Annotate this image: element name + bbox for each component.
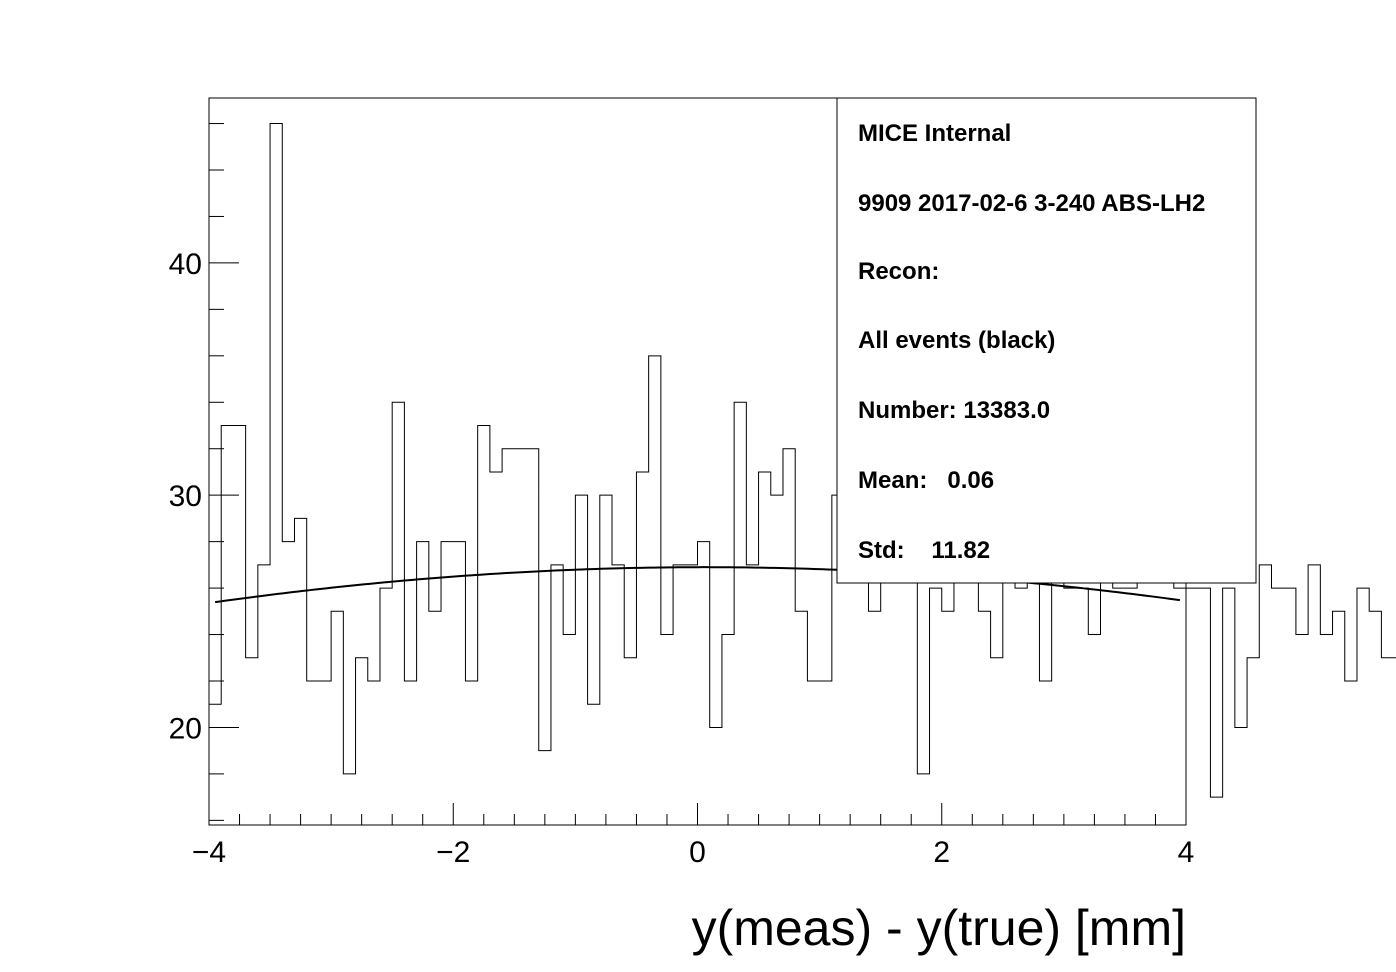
- x-tick-label: 4: [1178, 836, 1195, 869]
- x-tick-label: 2: [933, 836, 950, 869]
- x-axis-title: y(meas) - y(true) [mm]: [692, 900, 1186, 956]
- stats-line-recon: Recon:: [858, 258, 939, 285]
- stats-line-std: Std: 11.82: [858, 537, 990, 564]
- stats-line-label: MICE Internal: [858, 120, 1011, 147]
- x-axis-ticks: [208, 803, 1187, 825]
- stats-line-mean: Mean: 0.06: [858, 467, 994, 494]
- stats-line-run: 9909 2017-02-6 3-240 ABS-LH2: [858, 190, 1205, 217]
- x-tick-label: −4: [192, 836, 226, 869]
- y-tick-label: 40: [169, 248, 202, 281]
- y-axis-ticks: [209, 123, 239, 821]
- histogram-series: [209, 123, 1396, 798]
- y-tick-label: 20: [169, 712, 202, 745]
- x-tick-label: −2: [436, 836, 470, 869]
- x-tick-label: 0: [689, 836, 706, 869]
- stats-box: MICE Internal 9909 2017-02-6 3-240 ABS-L…: [836, 97, 1257, 584]
- stats-line-selection: All events (black): [858, 327, 1055, 354]
- y-tick-labels: 20 30 40: [169, 248, 202, 746]
- stats-box-frame: [836, 97, 1257, 584]
- stats-line-number: Number: 13383.0: [858, 397, 1050, 424]
- x-tick-labels: −4 −2 0 2 4: [192, 836, 1194, 869]
- y-tick-label: 30: [169, 480, 202, 513]
